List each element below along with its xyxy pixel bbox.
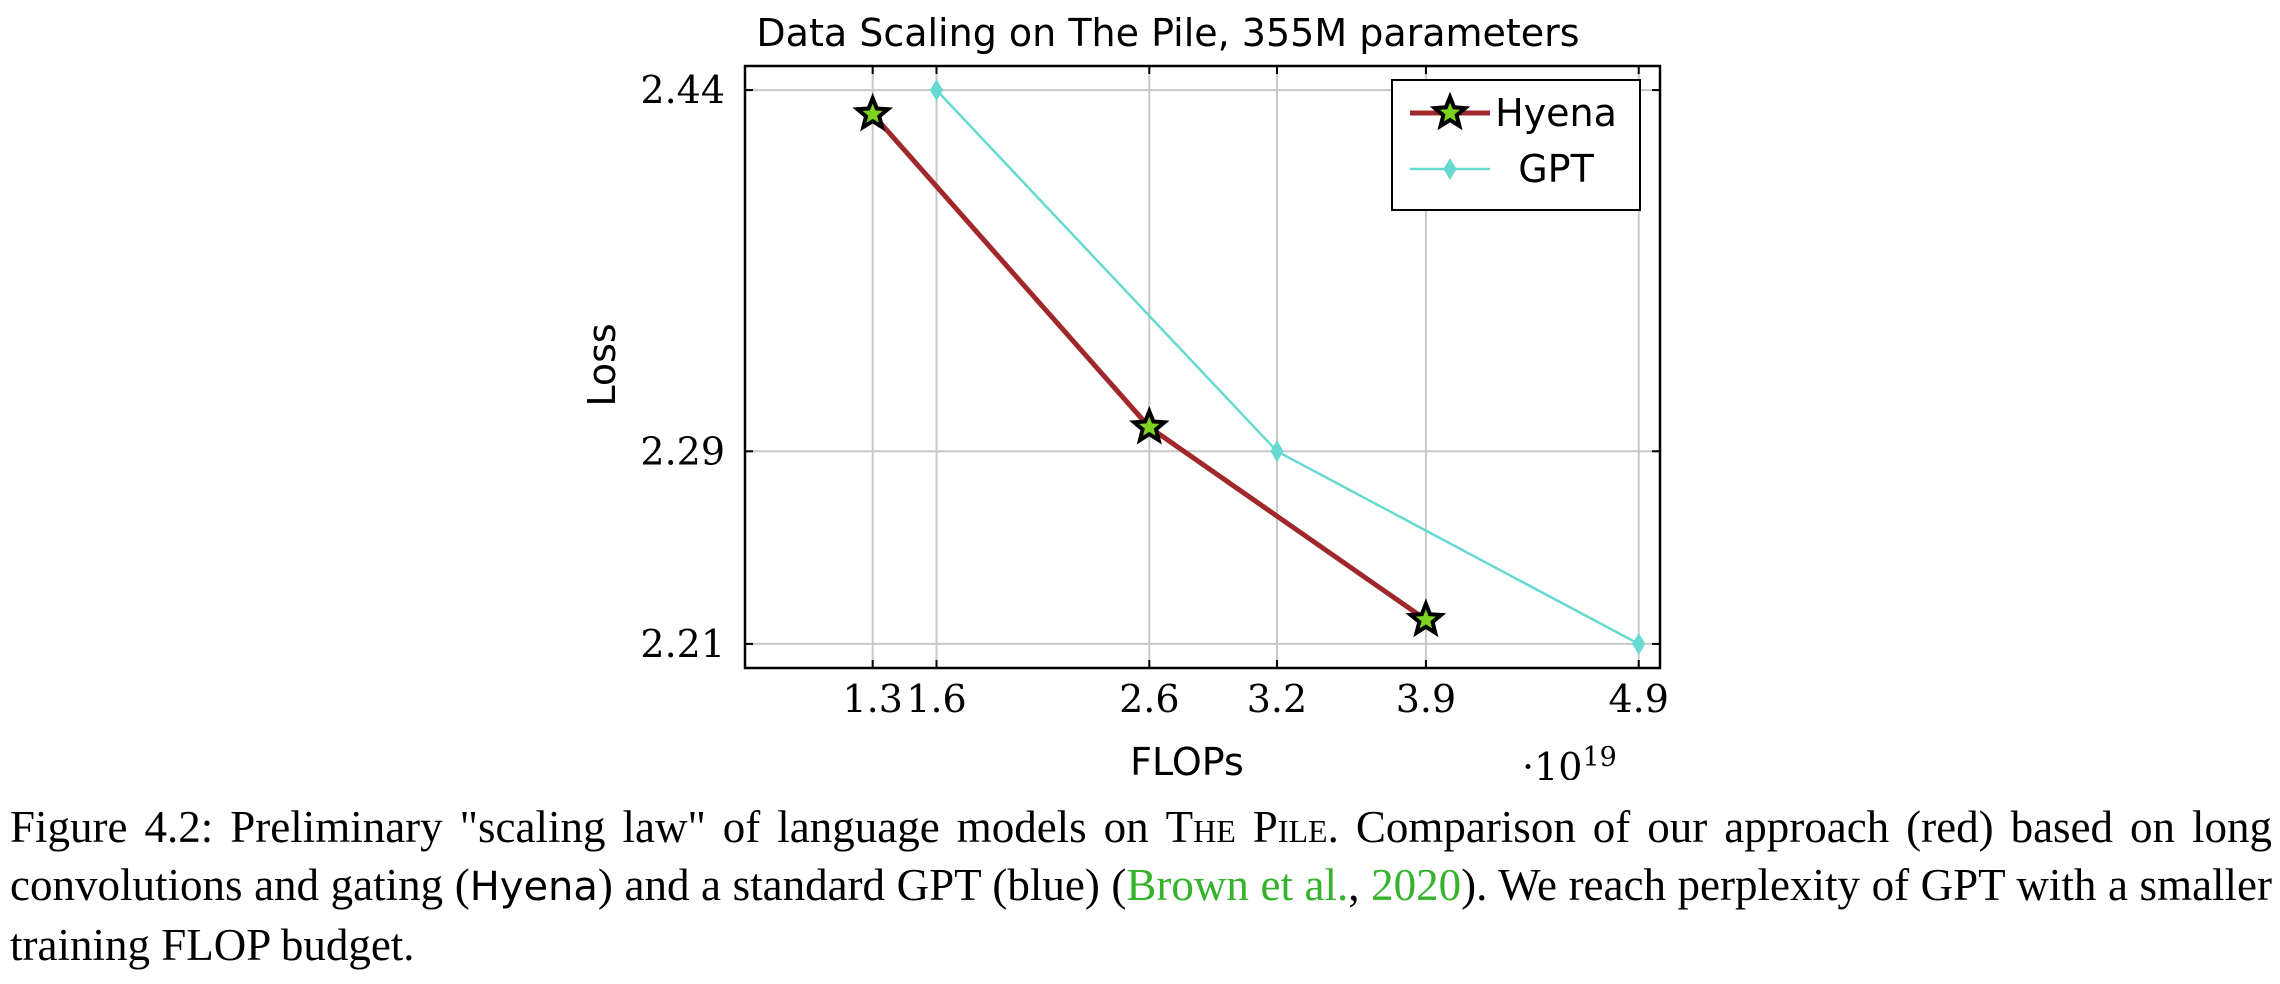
caption-cite-sep: ,: [1348, 860, 1372, 910]
x-axis-multiplier-exponent: 19: [1582, 742, 1616, 773]
citation-author-link[interactable]: Brown et al.: [1126, 860, 1349, 910]
legend-entry-hyena[interactable]: Hyena: [1410, 91, 1617, 135]
y-tick-label: 2.21: [640, 622, 725, 666]
chart-title: Data Scaling on The Pile, 355M parameter…: [756, 11, 1579, 55]
x-tick-label: 3.9: [1396, 677, 1456, 721]
y-axis-label: Loss: [580, 323, 624, 406]
x-axis-multiplier-base: ·10: [1522, 745, 1582, 780]
legend-marker-gpt: [1443, 158, 1457, 180]
figure-caption: Figure 4.2: Preliminary "scaling law" of…: [10, 798, 2272, 974]
caption-mid2: ) and a standard GPT (blue) (: [597, 860, 1127, 910]
legend-marker-hyena: [1429, 91, 1471, 131]
data-point-hyena: [1405, 598, 1447, 638]
caption-dataset: The Pile: [1165, 802, 1328, 852]
data-point-gpt: [1632, 632, 1646, 655]
x-tick-label: 3.2: [1247, 677, 1307, 721]
data-point-hyena: [1129, 405, 1170, 445]
x-tick-label: 4.9: [1609, 677, 1669, 721]
x-tick-label: 1.3: [842, 677, 902, 721]
data-point-gpt: [929, 79, 944, 102]
chart: Data Scaling on The Pile, 355M parameter…: [580, 11, 1669, 780]
legend: Hyena GPT: [1391, 79, 1641, 211]
data-point-hyena: [852, 92, 894, 132]
plot-frame: [743, 64, 1662, 670]
legend-box: [1391, 79, 1641, 211]
caption-prefix: Figure 4.2: Preliminary "scaling law" of…: [10, 802, 1166, 852]
x-axis-multiplier: ·1019: [1522, 742, 1617, 780]
ticks: 1.3 1.6 2.6 3.2 3.9 4.9 2.21 2.29 2.44: [640, 66, 1669, 721]
y-tick-label: 2.29: [640, 429, 725, 473]
caption-mid1: . Comparison of our approach (red) based…: [10, 802, 2273, 910]
caption-model-name: Hyena: [469, 864, 598, 910]
legend-entries: Hyena GPT: [1410, 91, 1617, 191]
caption-suffix: ). We reach perplexity of GPT with a sma…: [10, 860, 2273, 970]
x-tick-label: 2.6: [1119, 677, 1179, 721]
legend-label-hyena: Hyena: [1495, 91, 1617, 135]
series-hyena: [852, 92, 1447, 638]
y-tick-label: 2.44: [640, 68, 725, 112]
series-gpt: [929, 79, 1646, 655]
x-axis-label: FLOPs: [1130, 740, 1244, 780]
x-tick-label: 1.6: [906, 677, 966, 721]
legend-label-gpt: GPT: [1518, 147, 1594, 191]
data-point-gpt: [1270, 440, 1284, 463]
legend-entry-gpt[interactable]: GPT: [1410, 147, 1595, 191]
series-layer: [852, 79, 1646, 655]
citation-year-link[interactable]: 2020: [1371, 860, 1462, 910]
